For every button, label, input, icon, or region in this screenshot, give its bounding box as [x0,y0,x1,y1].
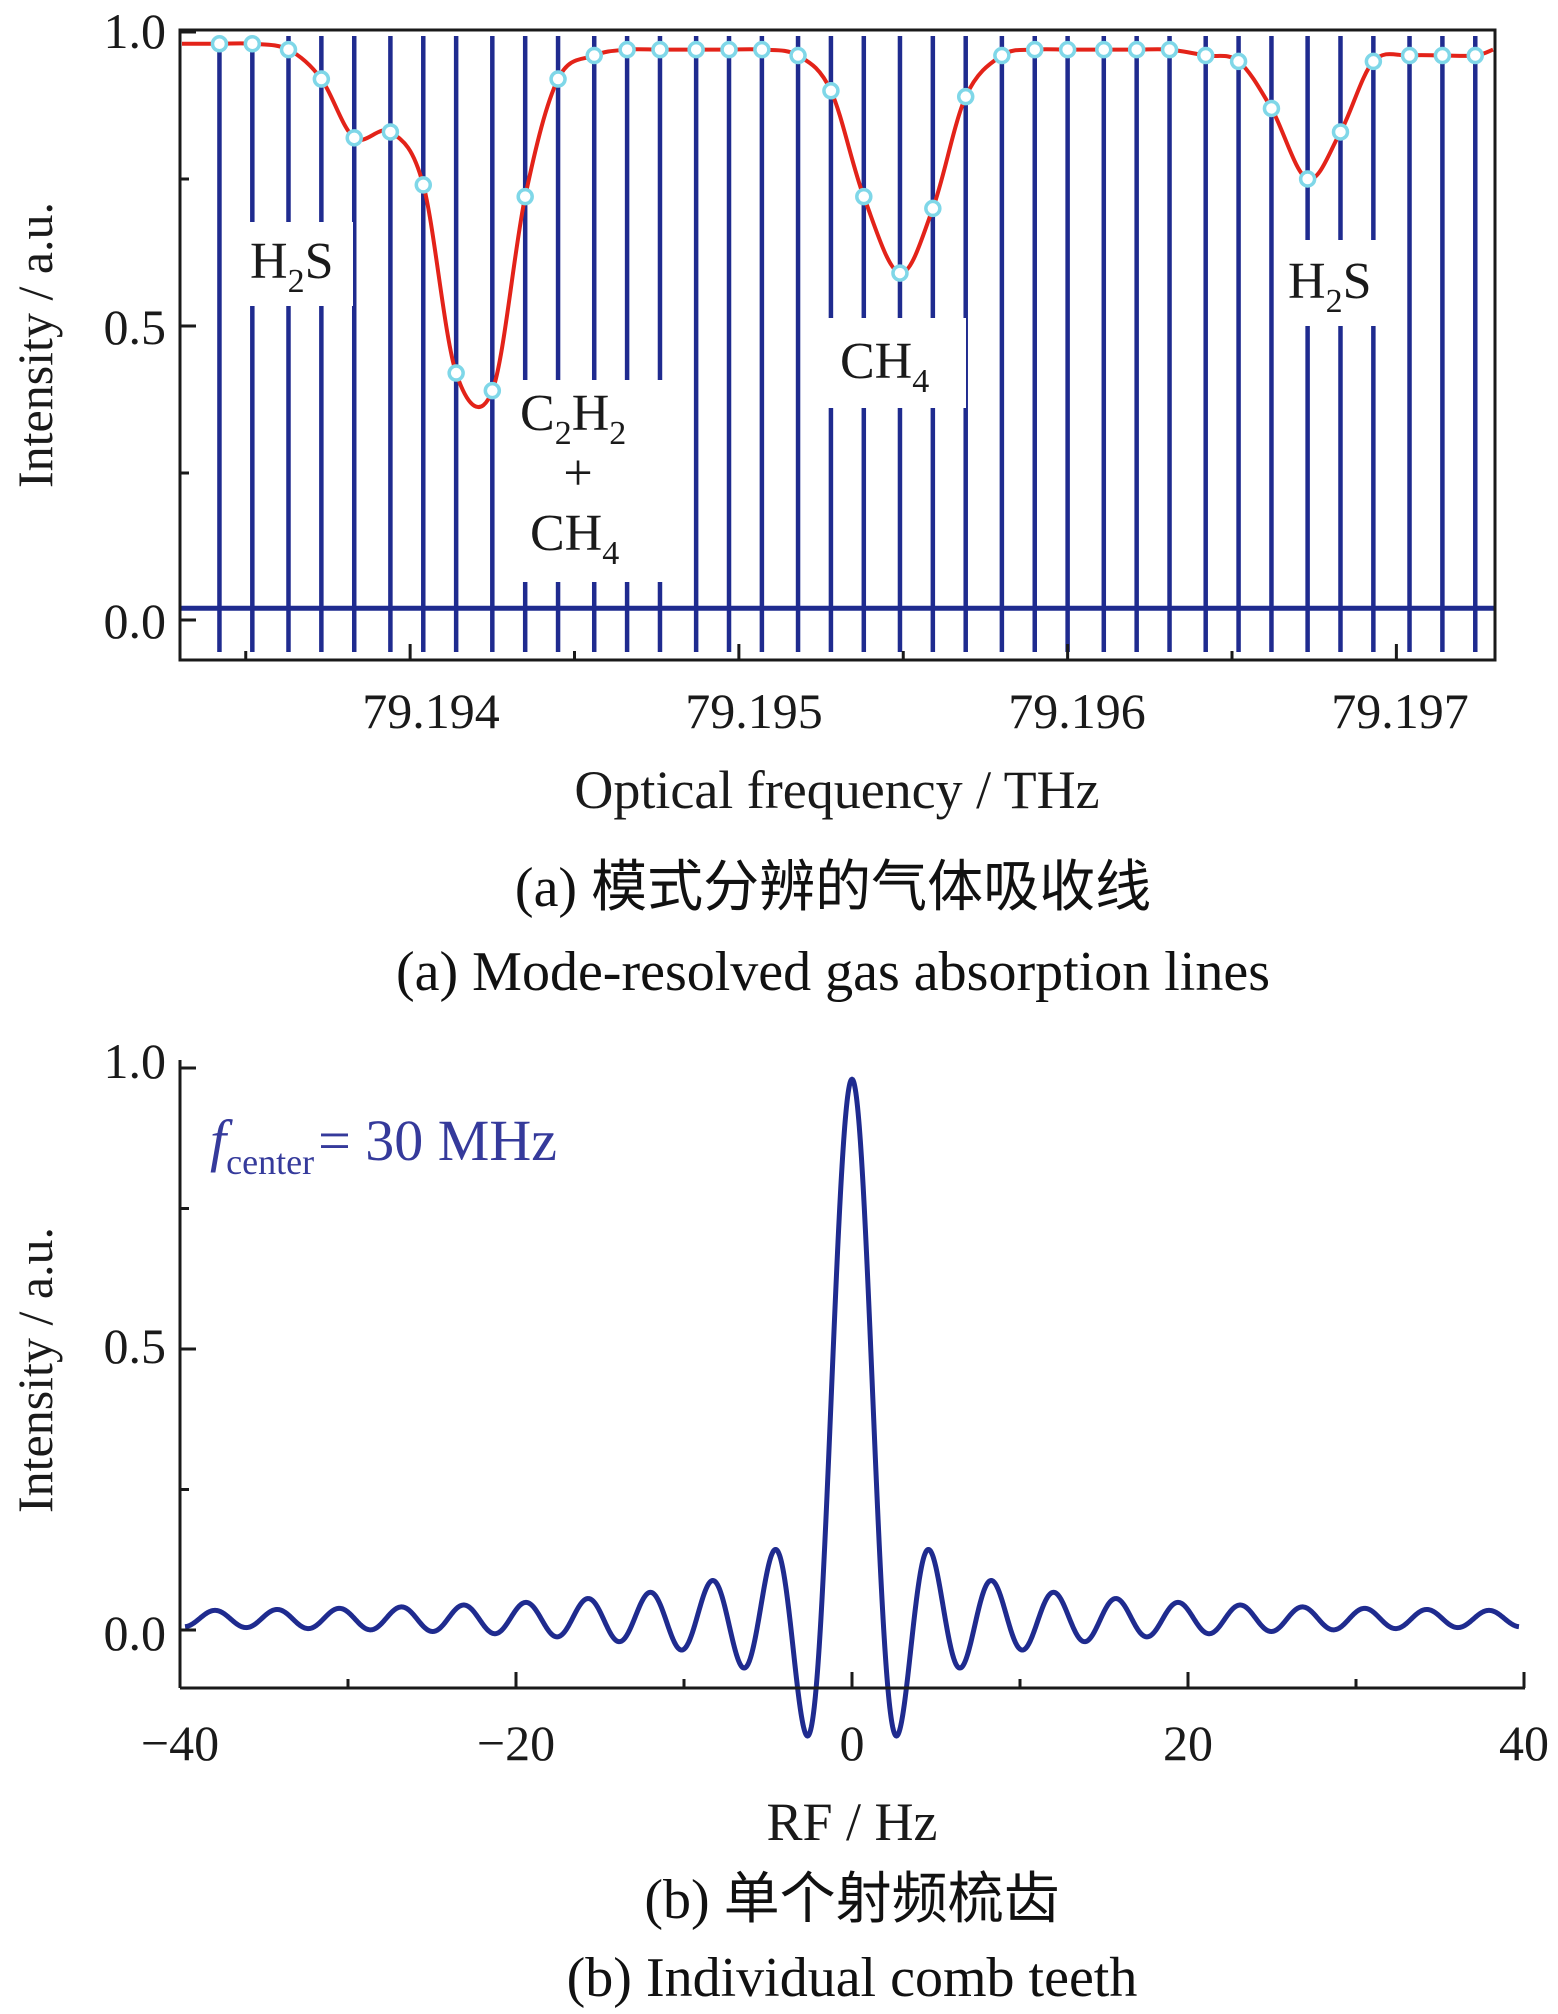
f-center-annotation: fcenter= 30 MHz [210,1108,557,1182]
data-point [1160,40,1179,59]
data-point [279,40,298,59]
data-point [210,35,229,53]
svg-text:H2S: H2S [250,233,333,300]
svg-text:C2H2: C2H2 [520,385,626,452]
y-axis-label: Intensity / a.u. [7,202,63,488]
data-point [956,87,975,106]
svg-text:CH4: CH4 [840,333,929,400]
caption-cn: (b) 单个射频梳齿 [644,1869,1059,1931]
data-point [822,82,840,100]
svg-text:+: + [563,445,592,502]
xtick-label: 79.197 [1331,683,1469,739]
ytick-label: 1.0 [104,3,167,59]
label-h2s-left: H2S [235,222,353,306]
data-point [993,46,1011,65]
label-c2h2-ch4: C2H2 + CH4 [512,380,668,582]
xtick-label: −40 [141,1715,219,1771]
data-point [447,364,465,382]
xtick-label: 79.195 [685,683,823,739]
data-point [1466,46,1485,65]
data-point [651,40,669,59]
data-point [1026,40,1044,59]
y-axis-label: Intensity / a.u. [7,1227,63,1513]
axis-ticks [180,30,1398,660]
data-point [345,129,363,147]
caption-en: (b) Individual comb teeth [567,1947,1138,2009]
ytick-label: 1.0 [104,1033,167,1089]
data-point [687,40,705,59]
data-point [516,187,534,206]
xtick-label: 0 [840,1715,865,1771]
data-point [753,40,771,59]
data-point [549,70,567,88]
data-point [381,123,400,141]
data-point [720,40,738,59]
data-point [618,40,636,59]
data-point [1095,40,1113,59]
data-point [1331,123,1350,141]
label-ch4: CH4 [826,318,966,408]
data-point [1298,170,1317,188]
xtick-label: 79.194 [362,683,500,739]
data-point [1196,46,1215,65]
data-markers [210,35,1485,400]
ytick-label: 0.5 [104,299,167,355]
xtick-label: 20 [1163,1715,1213,1771]
x-axis-label: Optical frequency / THz [574,760,1099,820]
label-h2s-right: H2S [1280,240,1398,326]
data-point [789,46,807,65]
caption-cn: (a) 模式分辨的气体吸收线 [515,857,1151,919]
data-point [924,199,942,218]
data-point [414,176,433,194]
axis-ticks [178,1066,1526,1688]
plot-frame [178,28,1497,662]
ytick-label: 0.5 [104,1318,167,1374]
svg-text:CH4: CH4 [530,505,619,572]
data-point [1127,40,1146,59]
panel-a: H2S C2H2 + CH4 CH4 H2S 0.0 0.5 1.0 79.19… [7,3,1497,1003]
x-axis-label: RF / Hz [766,1792,937,1852]
data-point [585,46,603,65]
data-point [1400,46,1419,65]
ytick-label: 0.0 [104,593,167,649]
data-point [483,381,502,400]
data-point [312,70,331,88]
data-point [891,264,909,282]
caption-en: (a) Mode-resolved gas absorption lines [396,941,1270,1003]
sinc-curve [184,1076,1520,1739]
data-point [1433,46,1452,65]
data-point [855,187,873,206]
xtick-label: 40 [1499,1715,1549,1771]
panel-b: fcenter= 30 MHz 0.0 0.5 1.0 −40 −20 0 20… [7,1033,1549,2009]
xtick-label: 79.196 [1008,683,1146,739]
data-point [1229,52,1248,71]
data-point [1364,52,1383,71]
xtick-label: −20 [477,1715,555,1771]
ytick-label: 0.0 [104,1605,167,1661]
svg-text:H2S: H2S [1288,253,1371,320]
data-point [1262,99,1281,118]
data-point [243,35,262,53]
data-point [1058,40,1077,59]
